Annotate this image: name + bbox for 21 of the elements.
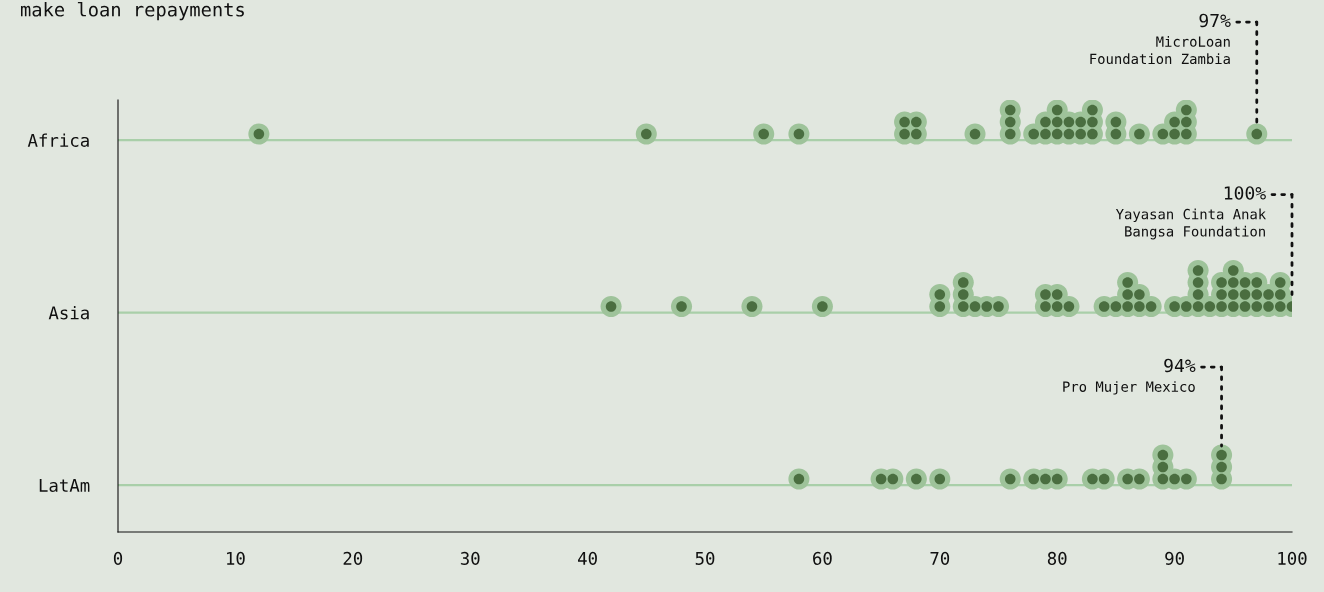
chart-title: make loan repayments <box>21 2 244 21</box>
x-tick-label: 60 <box>813 551 832 565</box>
text: 97% <box>1199 13 1231 28</box>
x-tick-label: 50 <box>695 551 715 565</box>
x-tick-label: 80 <box>1047 551 1067 565</box>
x-tick-label: 40 <box>578 551 597 565</box>
y-tick-label: LatAm <box>39 479 90 492</box>
x-tick-label: 10 <box>227 551 245 565</box>
x-tick-label: 90 <box>1165 551 1184 565</box>
x-tick-label: 0 <box>113 551 123 565</box>
annotation: Yayasan Cinta Anak Bangsa Foundation <box>1115 208 1266 240</box>
y-tick-label: Asia <box>48 306 89 320</box>
y-tick-label: Africa <box>27 133 89 147</box>
x-tick-label: 100 <box>1278 551 1307 565</box>
annotation: 100% <box>1224 186 1266 200</box>
x-tick-label: 70 <box>930 551 950 565</box>
x-tick-label: 20 <box>343 551 363 565</box>
annotation: 94% <box>1164 358 1196 373</box>
annotation: Pro Mujer Mexico <box>1063 381 1195 395</box>
x-tick-label: 30 <box>460 551 480 565</box>
text: MicroLoan Foundation Zambia <box>1090 36 1230 65</box>
